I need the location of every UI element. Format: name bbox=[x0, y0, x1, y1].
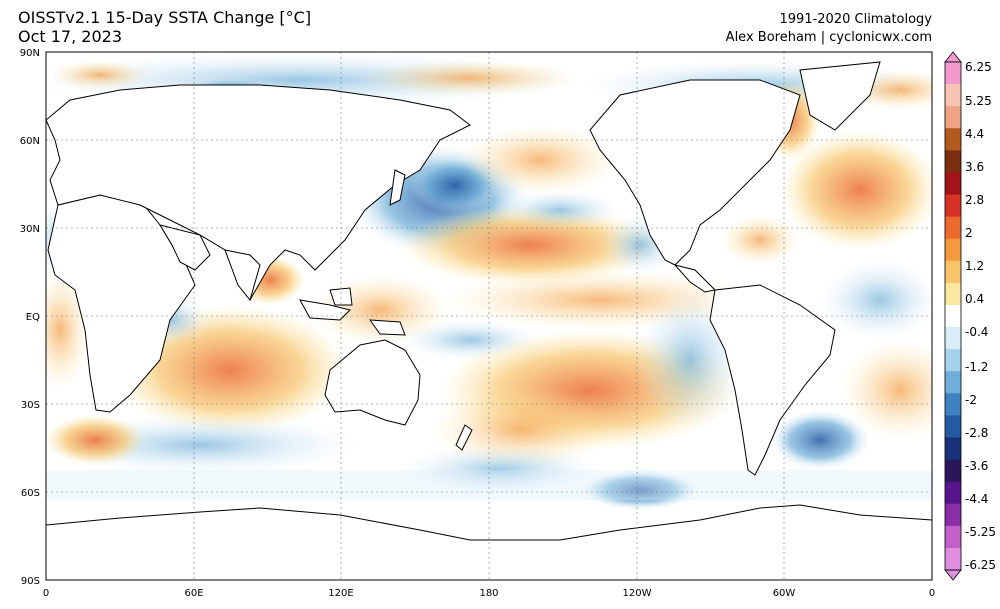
colorbar-label: 2.8 bbox=[965, 193, 984, 207]
colorbar-swatch bbox=[945, 84, 961, 107]
colorbar-swatch bbox=[945, 150, 961, 173]
greenland-land bbox=[799, 61, 881, 131]
map-panel bbox=[46, 52, 932, 580]
central-america-land bbox=[673, 264, 717, 293]
south-america-land bbox=[709, 284, 836, 476]
date-line: Oct 17, 2023 bbox=[18, 27, 122, 46]
lat-label: 90S bbox=[21, 576, 40, 587]
colorbar-swatch bbox=[945, 304, 961, 328]
colorbar-swatch bbox=[945, 172, 961, 196]
colorbar-label: 2 bbox=[965, 226, 973, 240]
north-america-land bbox=[589, 79, 801, 266]
lon-label: 0 bbox=[929, 588, 935, 599]
figure-credits: 1991-2020 Climatology Alex Boreham | cyc… bbox=[726, 11, 932, 47]
colorbar-top-arrow bbox=[944, 51, 962, 63]
lat-label: 30N bbox=[20, 224, 40, 235]
colorbar-swatch bbox=[945, 437, 961, 461]
colorbar-swatch bbox=[945, 216, 961, 240]
colorbar-label: 6.25 bbox=[965, 60, 992, 74]
colorbar-label: 1.2 bbox=[965, 259, 984, 273]
colorbar-swatches bbox=[945, 62, 961, 571]
colorbar-label: -2 bbox=[965, 393, 977, 407]
india-land bbox=[224, 249, 261, 302]
colorbar-swatch bbox=[945, 194, 961, 218]
lon-label: 120E bbox=[328, 588, 353, 599]
japan-land bbox=[389, 169, 406, 206]
colorbar: 6.25 5.25 4.4 3.6 2.8 2 1.2 0.4 -0.4 -1.… bbox=[944, 51, 996, 581]
arabia-land bbox=[158, 224, 211, 271]
longitude-axis: 0 60E 120E 180 120W 60W 0 bbox=[43, 588, 935, 599]
colorbar-swatch bbox=[945, 327, 961, 350]
colorbar-swatch bbox=[945, 282, 961, 306]
new-zealand-land bbox=[455, 424, 473, 451]
indonesia-land bbox=[299, 299, 351, 321]
colorbar-label: -2.8 bbox=[965, 426, 988, 440]
colorbar-swatch bbox=[945, 62, 961, 85]
map-frame bbox=[45, 51, 933, 581]
colorbar-bottom-arrow bbox=[944, 569, 962, 581]
colorbar-label: -5.25 bbox=[965, 525, 996, 539]
lat-label: EQ bbox=[26, 312, 40, 323]
colorbar-frame bbox=[944, 61, 962, 571]
colorbar-swatch bbox=[945, 260, 961, 284]
colorbar-swatch bbox=[945, 503, 961, 527]
climatology-label: 1991-2020 Climatology bbox=[779, 12, 932, 27]
colorbar-swatch bbox=[945, 106, 961, 129]
colorbar-swatch bbox=[945, 415, 961, 438]
colorbar-label: 0.4 bbox=[965, 292, 984, 306]
colorbar-swatch bbox=[945, 349, 961, 372]
lat-label: 90N bbox=[20, 48, 40, 59]
lon-label: 120W bbox=[623, 588, 652, 599]
colorbar-swatch bbox=[945, 371, 961, 394]
colorbar-swatch bbox=[945, 481, 961, 505]
eurasia-land bbox=[46, 84, 471, 301]
lon-label: 180 bbox=[479, 588, 498, 599]
lon-label: 60W bbox=[773, 588, 796, 599]
colorbar-swatch bbox=[945, 547, 961, 571]
lon-label: 60E bbox=[184, 588, 203, 599]
colorbar-swatch bbox=[945, 128, 961, 151]
lon-label: 0 bbox=[43, 588, 49, 599]
colorbar-label: -6.25 bbox=[965, 558, 996, 572]
colorbar-label: -3.6 bbox=[965, 459, 988, 473]
colorbar-label: 5.25 bbox=[965, 94, 992, 108]
lat-label: 60S bbox=[21, 488, 40, 499]
colorbar-swatch bbox=[945, 525, 961, 549]
colorbar-labels: 6.25 5.25 4.4 3.6 2.8 2 1.2 0.4 -0.4 -1.… bbox=[965, 60, 996, 572]
new-guinea-land bbox=[368, 319, 406, 336]
lat-label: 30S bbox=[21, 400, 40, 411]
lat-label: 60N bbox=[20, 136, 40, 147]
borneo-land bbox=[329, 287, 353, 306]
colorbar-swatch bbox=[945, 459, 961, 483]
graticule bbox=[46, 52, 932, 580]
colorbar-label: -0.4 bbox=[965, 325, 988, 339]
author-credit: Alex Boreham | cyclonicwx.com bbox=[725, 30, 932, 45]
colorbar-label: 3.6 bbox=[965, 160, 984, 174]
colorbar-label: -1.2 bbox=[965, 360, 988, 374]
africa-land bbox=[47, 194, 196, 413]
colorbar-label: -4.4 bbox=[965, 492, 988, 506]
latitude-axis: 90N 60N 30N EQ 30S 60S 90S bbox=[20, 48, 40, 587]
colorbar-swatch bbox=[945, 238, 961, 262]
colorbar-swatch bbox=[945, 393, 961, 416]
colorbar-label: 4.4 bbox=[965, 127, 984, 141]
title-line: OISSTv2.1 15-Day SSTA Change [°C] bbox=[18, 8, 312, 27]
figure-title: OISSTv2.1 15-Day SSTA Change [°C] Oct 17… bbox=[18, 8, 311, 46]
